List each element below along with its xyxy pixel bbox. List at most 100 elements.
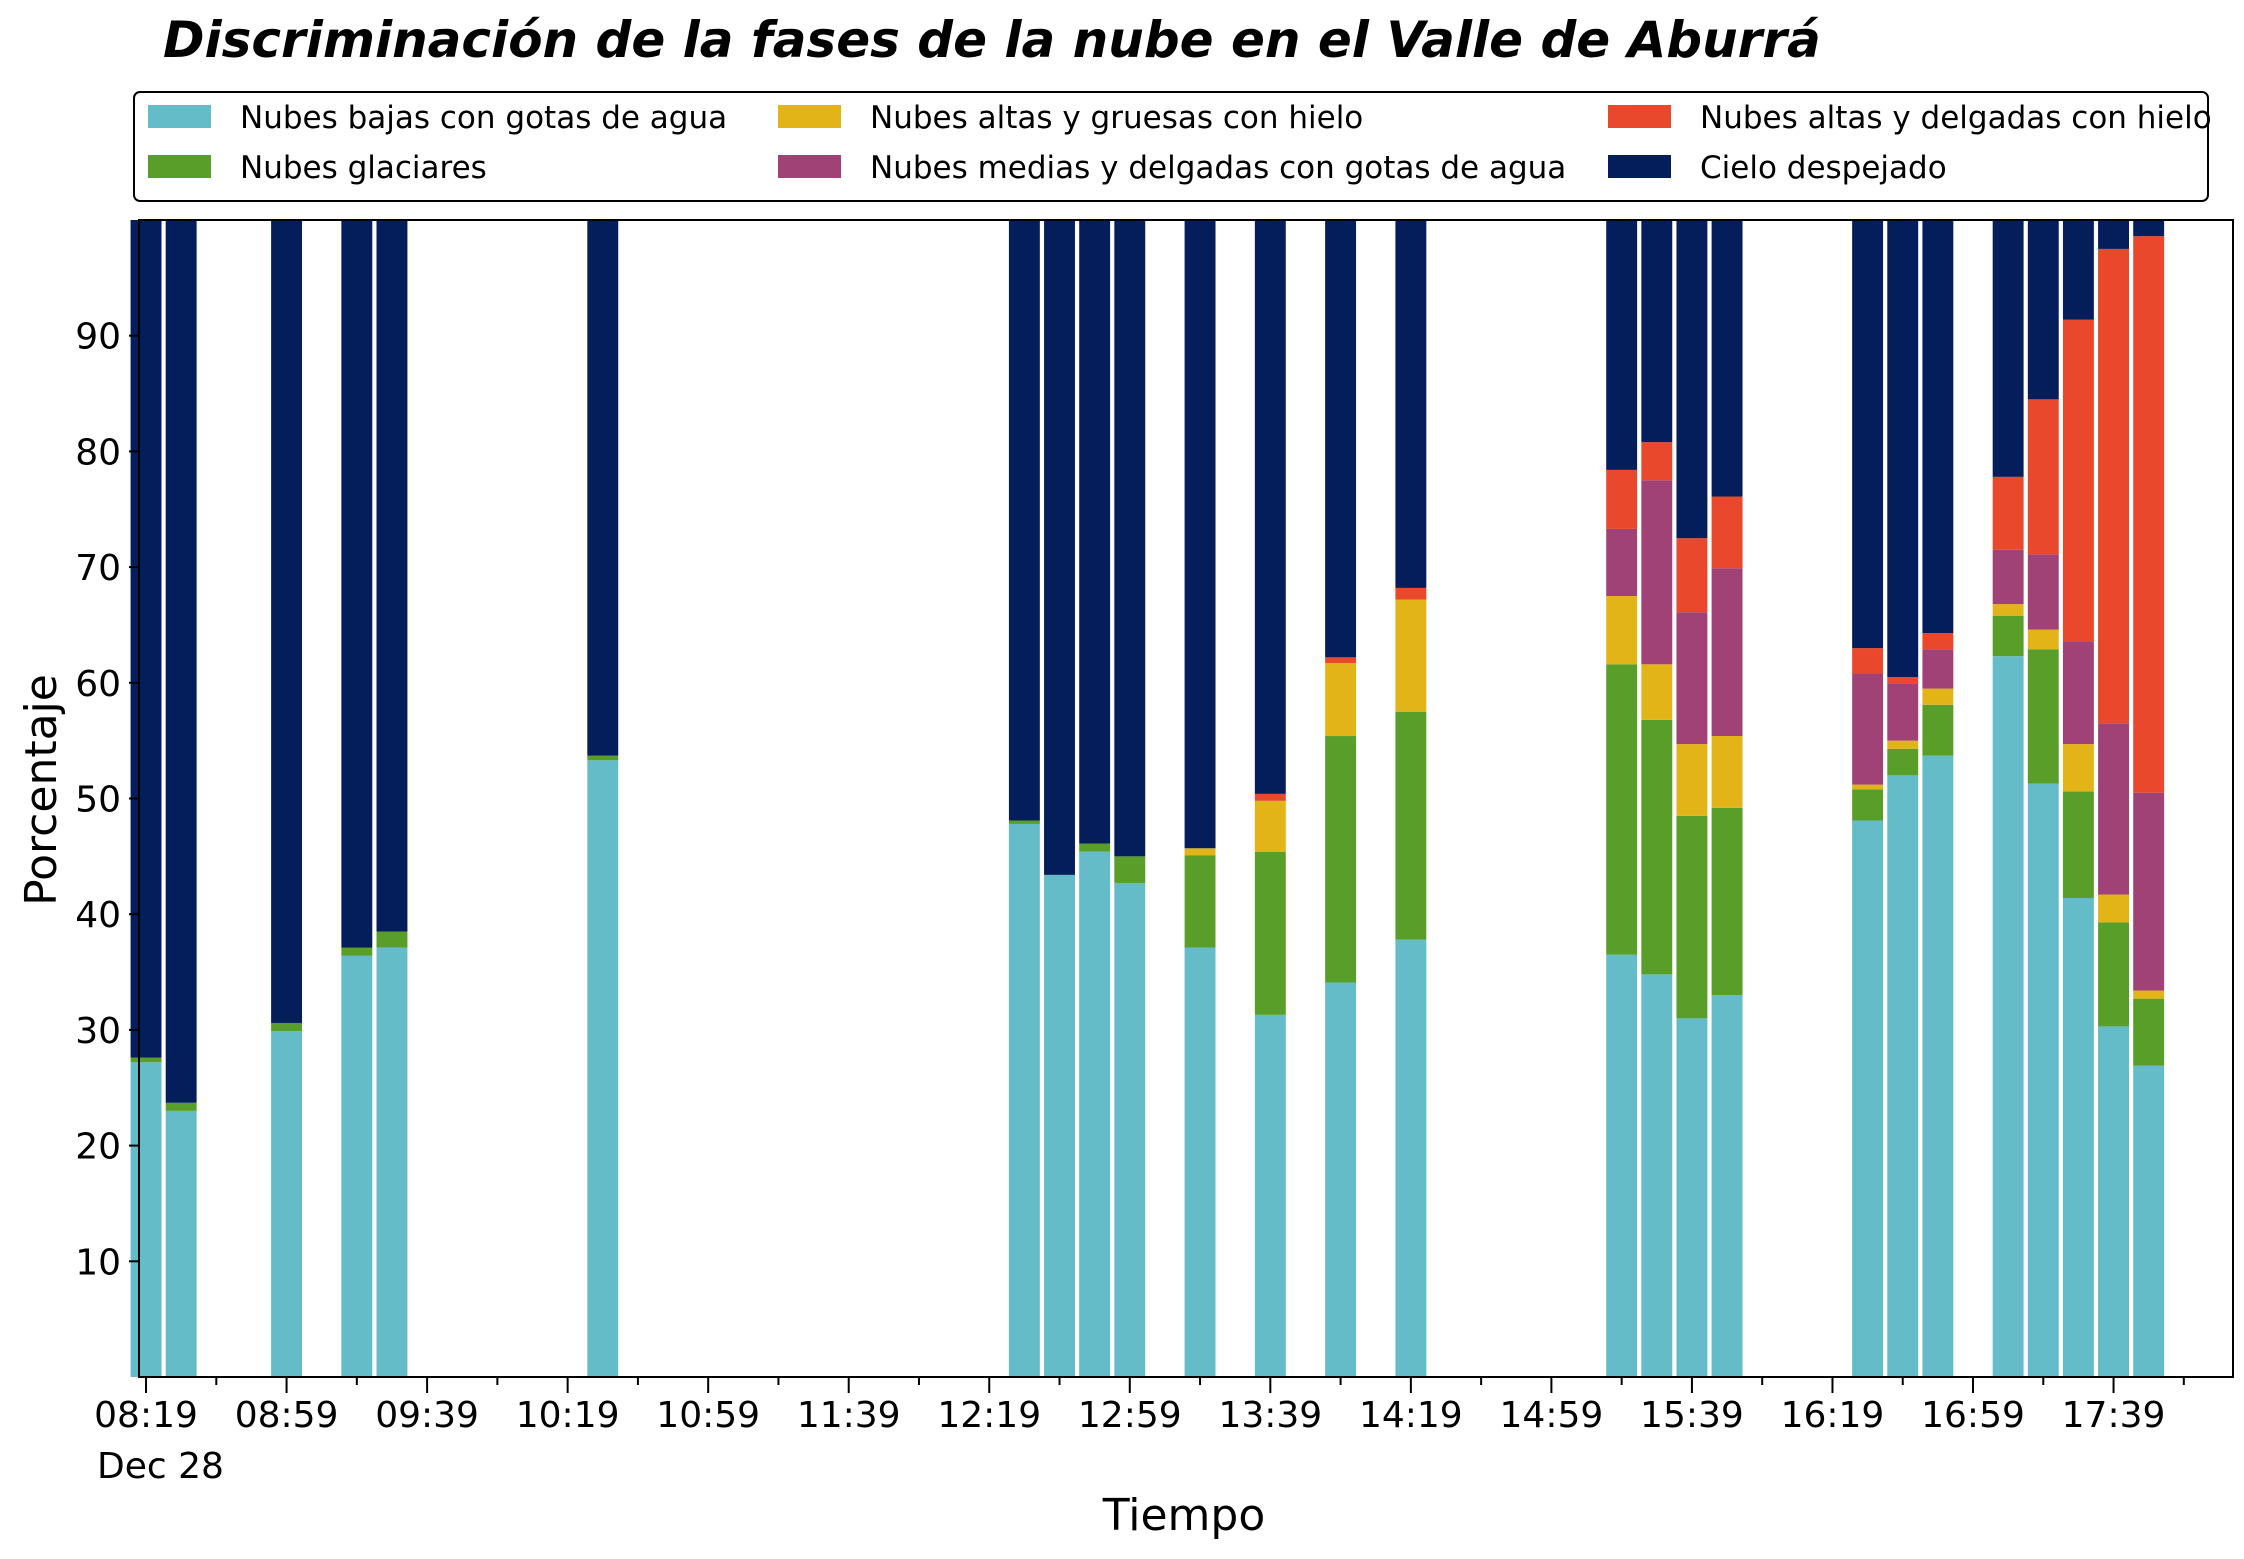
bar-1229-series-5 <box>1008 220 1040 821</box>
bar-1549-series-1 <box>1711 807 1743 996</box>
bar-1539-series-4 <box>1676 538 1708 613</box>
y-axis-label: Porcentaje <box>16 674 67 906</box>
y-tick-label-50: 50 <box>75 780 121 821</box>
bar-1629-series-3 <box>1852 673 1884 785</box>
bar-1259-series-5 <box>1114 220 1146 857</box>
bar-1629-series-5 <box>1852 220 1884 649</box>
legend-swatch-0 <box>148 105 211 128</box>
bar-1259-series-0 <box>1114 882 1146 1377</box>
legend-label-5: Cielo despejado <box>1700 150 1947 186</box>
bar-1549-series-2 <box>1711 736 1743 808</box>
bar-1709-series-4 <box>1992 476 2024 550</box>
bar-1739-series-5 <box>2098 220 2130 249</box>
bar-1359-series-0 <box>1325 982 1357 1377</box>
bar-1649-series-4 <box>1922 633 1954 650</box>
x-tick-label-1539: 15:39 <box>1640 1395 1744 1436</box>
legend-label-0: Nubes bajas con gotas de agua <box>240 100 727 136</box>
bar-1339-series-5 <box>1254 220 1286 794</box>
bar-1359-series-5 <box>1325 220 1357 658</box>
bar-0919-series-0 <box>341 955 373 1377</box>
y-tick-label-20: 20 <box>75 1127 121 1168</box>
bar-1029-series-1 <box>587 755 619 761</box>
bar-1649-series-5 <box>1922 220 1954 634</box>
y-tick-label-30: 30 <box>75 1011 121 1052</box>
bar-1319-series-2 <box>1184 848 1216 856</box>
x-tick-label-1139: 11:39 <box>797 1395 901 1436</box>
bar-0819-series-1 <box>130 1057 162 1063</box>
bar-1539-series-2 <box>1676 744 1708 816</box>
bar-1729-series-4 <box>2062 319 2094 642</box>
bar-1709-series-2 <box>1992 604 2024 616</box>
legend-swatch-3 <box>778 155 841 178</box>
bar-1249-series-1 <box>1079 843 1111 852</box>
bar-1419-series-1 <box>1395 711 1427 940</box>
bar-1729-series-5 <box>2062 220 2094 320</box>
bar-1749-series-3 <box>2133 792 2165 991</box>
bar-1649-series-0 <box>1922 755 1954 1377</box>
bar-1539-series-1 <box>1676 815 1708 1019</box>
bar-1639-series-2 <box>1887 740 1919 749</box>
bar-0859-series-5 <box>271 220 303 1023</box>
x-tick-label-1219: 12:19 <box>937 1395 1041 1436</box>
x-tick-label-1659: 16:59 <box>1921 1395 2025 1436</box>
bar-1249-series-0 <box>1079 851 1111 1377</box>
bar-1529-series-3 <box>1641 480 1673 665</box>
bar-1549-series-3 <box>1711 568 1743 737</box>
bar-1709-series-0 <box>1992 656 2024 1377</box>
bar-1729-series-3 <box>2062 641 2094 745</box>
bar-1639-series-3 <box>1887 683 1919 741</box>
bar-0919-series-1 <box>341 947 373 956</box>
bar-1719-series-3 <box>2027 554 2059 630</box>
bar-1629-series-1 <box>1852 789 1884 821</box>
x-tick-label-0859: 08:59 <box>235 1395 339 1436</box>
bar-1249-series-5 <box>1079 220 1111 844</box>
bar-0859-series-0 <box>271 1031 303 1377</box>
x-tick-label-1419: 14:19 <box>1359 1395 1463 1436</box>
bar-1729-series-2 <box>2062 744 2094 792</box>
bar-1419-series-4 <box>1395 587 1427 600</box>
bar-1359-series-4 <box>1325 657 1357 664</box>
x-tick-label-0939: 09:39 <box>375 1395 479 1436</box>
y-tick-label-70: 70 <box>75 548 121 589</box>
bar-1629-series-4 <box>1852 648 1884 674</box>
bar-1739-series-2 <box>2098 894 2130 923</box>
bar-1639-series-5 <box>1887 220 1919 678</box>
bar-1359-series-2 <box>1325 663 1357 737</box>
bar-1229-series-1 <box>1008 820 1040 824</box>
bar-1319-series-0 <box>1184 947 1216 1377</box>
bar-1629-series-2 <box>1852 784 1884 790</box>
bar-1549-series-0 <box>1711 995 1743 1377</box>
legend-label-4: Nubes altas y delgadas con hielo <box>1700 100 2212 136</box>
y-tick-label-90: 90 <box>75 317 121 358</box>
bar-1749-series-5 <box>2133 220 2165 237</box>
x-tick-label-1619: 16:19 <box>1781 1395 1885 1436</box>
bar-1519-series-5 <box>1606 220 1638 470</box>
bar-0929-series-0 <box>376 947 408 1377</box>
x-tick-label-1739: 17:39 <box>2062 1395 2166 1436</box>
bar-1339-series-0 <box>1254 1014 1286 1377</box>
bar-1339-series-4 <box>1254 793 1286 801</box>
bar-1519-series-3 <box>1606 528 1638 597</box>
y-tick-label-40: 40 <box>75 895 121 936</box>
x-tick-label-1059: 10:59 <box>656 1395 760 1436</box>
legend-swatch-4 <box>1608 105 1671 128</box>
chart-title: Discriminación de la fases de la nube en… <box>163 11 1821 69</box>
legend: Nubes bajas con gotas de agua Nubes glaci… <box>133 91 2212 202</box>
y-tick-label-10: 10 <box>75 1242 121 1283</box>
bar-1649-series-1 <box>1922 704 1954 756</box>
x-date-label: Dec 28 <box>97 1446 224 1487</box>
legend-frame <box>133 91 2209 202</box>
bar-0859-series-1 <box>271 1022 303 1032</box>
bar-1319-series-1 <box>1184 855 1216 948</box>
legend-swatch-2 <box>778 105 841 128</box>
bar-1709-series-3 <box>1992 549 2024 605</box>
bar-1529-series-4 <box>1641 442 1673 481</box>
x-tick-label-1339: 13:39 <box>1218 1395 1322 1436</box>
bar-1749-series-2 <box>2133 990 2165 999</box>
bar-1749-series-4 <box>2133 236 2165 793</box>
bar-1649-series-2 <box>1922 688 1954 705</box>
bar-1529-series-2 <box>1641 664 1673 720</box>
legend-label-2: Nubes altas y gruesas con hielo <box>870 100 1363 136</box>
y-axis: 10 20 30 40 50 60 70 80 90 <box>75 317 139 1283</box>
